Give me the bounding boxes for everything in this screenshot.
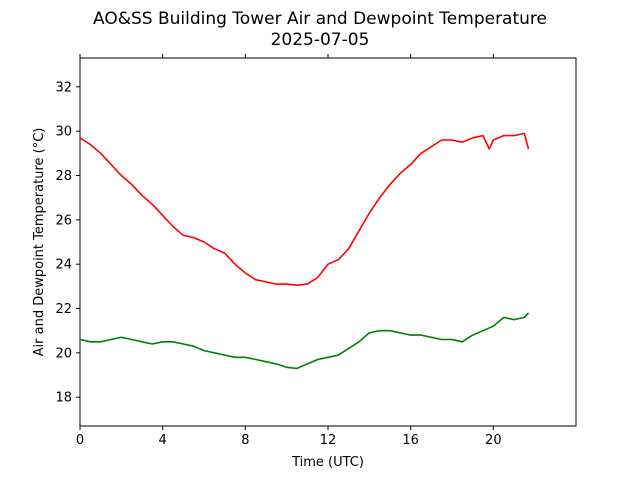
x-tick-label: 0 — [76, 433, 84, 448]
x-tick-label: 8 — [241, 433, 249, 448]
plot-area — [79, 57, 577, 427]
x-tick-label: 12 — [320, 433, 337, 448]
y-tick-label: 30 — [55, 125, 72, 140]
y-tick-label: 20 — [55, 346, 72, 361]
series-layer — [79, 132, 530, 370]
x-axis-ticks: 0 4 8 12 16 20 — [76, 54, 502, 448]
x-axis-label: Time (UTC) — [291, 455, 364, 470]
x-tick-label: 16 — [402, 433, 419, 448]
x-tick-label: 4 — [159, 433, 167, 448]
series-line-1 — [79, 132, 530, 287]
y-tick-label: 22 — [55, 302, 72, 317]
y-tick-label: 18 — [55, 391, 72, 406]
series-line-2 — [79, 312, 530, 370]
y-tick-label: 24 — [55, 258, 72, 273]
y-tick-label: 28 — [55, 169, 72, 184]
y-tick-label: 26 — [55, 213, 72, 228]
y-axis-ticks: 18 20 22 24 26 28 30 32 — [55, 80, 80, 406]
x-tick-label: 20 — [485, 433, 502, 448]
chart-subtitle: 2025-07-05 — [271, 30, 370, 50]
chart-title: AO&SS Building Tower Air and Dewpoint Te… — [93, 9, 547, 29]
y-tick-label: 32 — [55, 80, 72, 95]
y-axis-label: Air and Dewpoint Temperature (°C) — [32, 128, 47, 357]
